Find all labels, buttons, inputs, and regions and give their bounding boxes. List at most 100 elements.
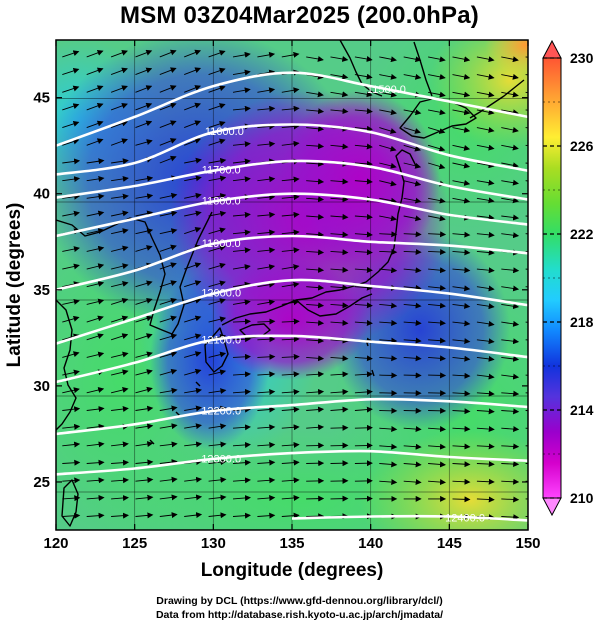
wind-arrow — [135, 85, 153, 93]
wind-arrow — [476, 320, 495, 327]
wind-arrow — [184, 368, 202, 376]
wind-arrow — [86, 298, 105, 305]
wind-arrow — [62, 351, 80, 358]
wind-arrow — [257, 353, 276, 360]
wind-arrow — [354, 213, 373, 220]
wind-arrow — [476, 231, 495, 238]
wind-arrow — [379, 248, 398, 255]
wind-arrow — [306, 231, 325, 238]
wind-arrow — [330, 249, 349, 256]
wind-arrow — [330, 178, 349, 185]
wind-arrow — [428, 284, 446, 291]
wind-arrow — [428, 109, 446, 116]
wind-arrow — [110, 315, 129, 323]
wind-arrow — [232, 477, 251, 484]
wind-arrow — [379, 302, 398, 309]
wind-arrow — [159, 262, 177, 270]
wind-arrow — [159, 138, 177, 146]
wind-arrow — [501, 197, 519, 204]
wind-arrow — [232, 264, 251, 271]
wind-arrow — [62, 315, 80, 323]
x-tick-label: 130 — [201, 535, 226, 552]
wind-arrow — [379, 267, 398, 274]
wind-arrow — [306, 284, 325, 291]
wind-arrow — [208, 67, 226, 76]
wind-arrow — [62, 158, 81, 165]
contour-line — [56, 234, 528, 292]
wind-arrow — [306, 406, 325, 413]
wind-arrow — [330, 302, 349, 309]
wind-arrow — [281, 424, 300, 431]
wind-arrow — [86, 459, 105, 466]
wind-arrow — [379, 162, 397, 169]
wind-arrow — [281, 512, 300, 519]
wind-arrow — [111, 477, 129, 484]
wind-arrow — [232, 105, 251, 112]
colorbar-label: 218 — [570, 314, 594, 330]
wind-arrow — [330, 196, 349, 203]
colorbar: 210 214 218 222 226 230 — [542, 39, 594, 517]
wind-arrow — [354, 355, 373, 362]
wind-arrow — [306, 337, 325, 344]
wind-arrow — [403, 109, 422, 116]
wind-arrow — [111, 193, 129, 200]
wind-arrow — [111, 228, 129, 235]
colorbar-label: 222 — [570, 226, 594, 242]
x-tick-label: 140 — [358, 535, 383, 552]
wind-arrow — [452, 443, 471, 450]
wind-arrow — [281, 353, 300, 360]
wind-arrow — [452, 162, 471, 169]
wind-arrow — [330, 213, 349, 220]
wind-arrow — [62, 193, 81, 200]
wind-arrow — [135, 193, 154, 200]
wind-arrow — [208, 494, 227, 501]
contour-label: 12000.0 — [201, 287, 241, 299]
wind-arrow — [330, 143, 349, 150]
wind-arrow — [379, 215, 397, 222]
wind-arrow — [501, 478, 520, 485]
wind-arrow — [257, 512, 276, 519]
wind-arrow — [111, 494, 129, 501]
coastlines — [56, 40, 525, 527]
wind-arrow — [379, 91, 397, 98]
wind-arrow — [354, 55, 373, 62]
wind-arrow — [257, 281, 276, 288]
wind-arrow — [184, 333, 202, 341]
wind-arrow — [452, 320, 471, 327]
wind-arrow — [403, 197, 422, 204]
wind-arrow — [232, 87, 251, 94]
wind-arrow — [184, 192, 202, 199]
wind-arrow — [86, 477, 105, 484]
wind-arrow — [111, 406, 129, 412]
wind-arrow — [379, 127, 397, 134]
wind-arrow — [306, 388, 325, 395]
wind-arrow — [476, 496, 495, 503]
wind-arrow — [86, 333, 104, 341]
wind-arrow — [354, 424, 373, 431]
wind-arrow — [111, 210, 129, 217]
wind-arrow — [306, 213, 325, 220]
wind-arrow — [257, 211, 276, 218]
wind-arrow — [159, 280, 177, 288]
wind-arrow — [135, 369, 153, 376]
contour-label: 11700.0 — [202, 165, 241, 177]
wind-arrow — [208, 351, 227, 358]
wind-arrow — [208, 50, 226, 58]
wind-arrow — [135, 280, 153, 288]
wind-arrow — [62, 495, 81, 502]
wind-arrow — [184, 138, 202, 146]
wind-arrow — [184, 120, 202, 129]
wind-arrow — [306, 196, 325, 203]
wind-arrow — [135, 512, 154, 519]
wind-arrow — [257, 194, 276, 201]
wind-arrow — [452, 338, 471, 345]
axes: 120 125 130 135 140 145 150 25 30 35 40 45 — [33, 40, 541, 552]
wind-arrow — [330, 424, 349, 431]
y-tick-label: 30 — [33, 378, 50, 395]
contour-label: 11800.0 — [202, 196, 241, 208]
wind-arrow — [354, 319, 373, 326]
wind-arrow — [62, 68, 80, 76]
wind-arrow — [86, 138, 104, 146]
wind-arrow — [62, 50, 80, 58]
wind-arrow — [306, 160, 325, 167]
